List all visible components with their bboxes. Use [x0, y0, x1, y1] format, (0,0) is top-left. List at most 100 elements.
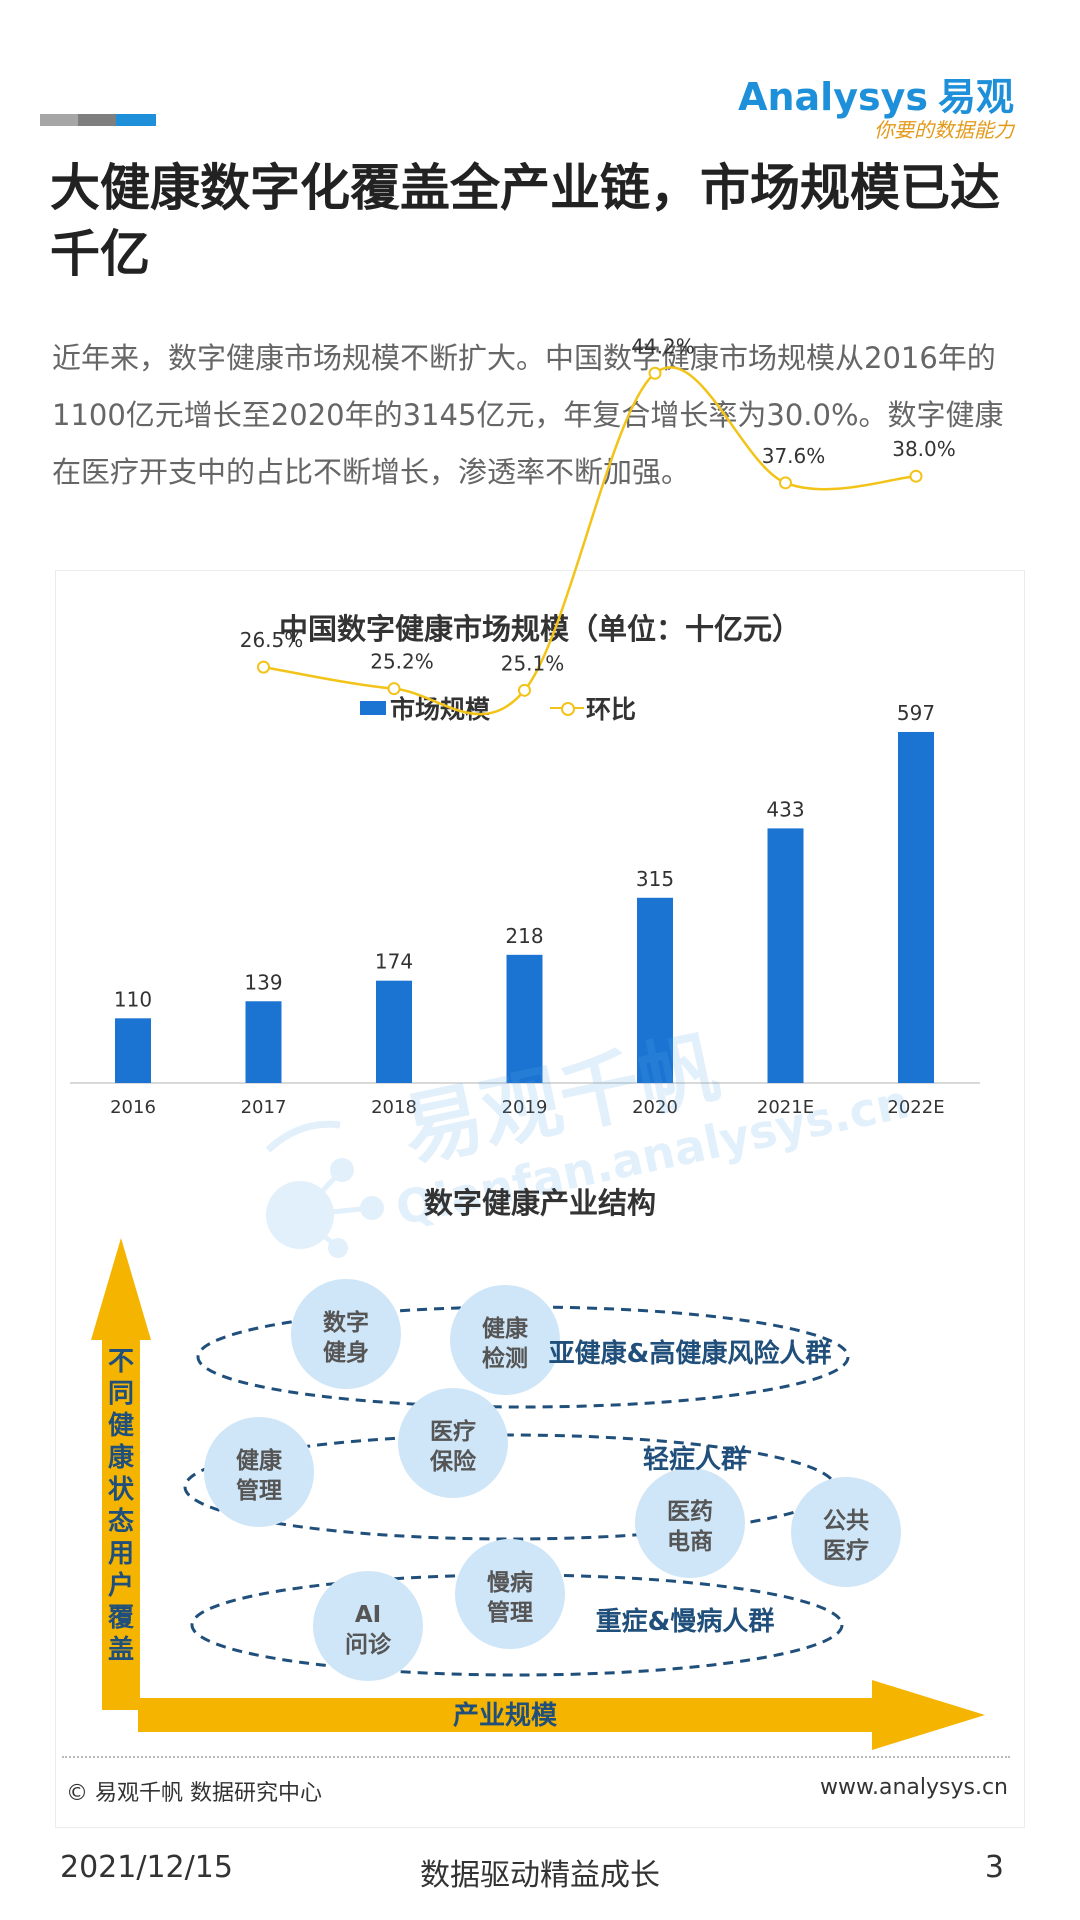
bar — [376, 980, 412, 1083]
group-label-mild: 轻症人群 — [643, 1444, 747, 1475]
structure-node-circle — [291, 1279, 401, 1389]
structure-node-label: 检测 — [482, 1345, 528, 1372]
line-point — [779, 476, 792, 490]
structure-node-label: 健康 — [236, 1447, 283, 1474]
legend-item-bar: 市场规模 — [360, 690, 490, 726]
bar-value-label: 315 — [636, 867, 674, 891]
structure-node-label: 公共 — [823, 1508, 869, 1534]
structure-node-label: 医疗 — [823, 1537, 869, 1564]
report-date: 2021/12/15 — [60, 1850, 233, 1885]
structure-node-label: AI — [355, 1602, 381, 1628]
chart-legend: 市场规模 环比 — [360, 690, 696, 726]
structure-node-circle — [313, 1571, 423, 1681]
structure-node-circle — [450, 1285, 560, 1395]
x-tick-label: 2021E — [757, 1097, 814, 1118]
y-axis-char: 用 — [108, 1539, 134, 1569]
intro-paragraph: 近年来，数字健康市场规模不断扩大。中国数字健康市场规模从2016年的1100亿元… — [52, 341, 1004, 489]
header-accent-bar — [40, 114, 156, 126]
bar — [637, 897, 673, 1083]
line-point — [648, 366, 662, 380]
x-tick-label: 2018 — [371, 1097, 417, 1118]
line-value-label: 38.0% — [892, 437, 956, 461]
structure-node-circle — [455, 1539, 565, 1649]
structure-node-circle — [398, 1388, 508, 1498]
bar-line-chart: 110 2016 139 2017 174 2018 218 2019 315 2020 433 20… — [70, 334, 980, 1118]
y-axis-char: 状 — [108, 1475, 135, 1505]
y-axis-char: 户 — [108, 1570, 134, 1601]
structure-node-label: 医药 — [667, 1499, 713, 1525]
footer-divider — [62, 1756, 1010, 1758]
structure-node-label: 慢病 — [487, 1569, 533, 1596]
legend-label-bar: 市场规模 — [390, 695, 491, 724]
line-point — [387, 682, 401, 696]
bar-value-label: 597 — [897, 701, 935, 725]
structure-node-label: 健康 — [482, 1315, 529, 1342]
chart-title: 中国数字健康市场规模（单位：十亿元） — [278, 612, 801, 646]
legend-label-line: 环比 — [586, 695, 637, 724]
accent-segment-gray-light — [40, 114, 78, 126]
group-label-severe: 重症&慢病人群 — [596, 1606, 775, 1637]
accent-segment-blue — [116, 114, 156, 126]
legend-swatch-line — [550, 698, 585, 718]
structure-node-circle — [204, 1417, 314, 1527]
structure-node-label: 管理 — [487, 1599, 533, 1626]
y-axis-char: 同 — [108, 1379, 134, 1409]
logo-en: Analysys — [738, 75, 928, 119]
x-tick-label: 2020 — [632, 1097, 678, 1118]
accent-segment-gray-dark — [78, 114, 116, 126]
y-axis-char: 盖 — [108, 1634, 134, 1665]
legend-swatch-bar — [360, 701, 386, 715]
x-tick-label: 2016 — [110, 1097, 156, 1118]
bar-value-label: 139 — [244, 970, 282, 994]
x-tick-label: 2017 — [241, 1097, 287, 1118]
structure-node-label: 管理 — [236, 1477, 282, 1504]
bar — [115, 1018, 151, 1083]
bar-value-label: 110 — [114, 987, 152, 1011]
bar-value-label: 433 — [766, 797, 804, 821]
x-tick-label: 2022E — [887, 1097, 944, 1118]
structure-node-label: 健身 — [323, 1339, 369, 1366]
legend-item-line: 环比 — [550, 690, 636, 726]
logo-tagline: 你要的数据能力 — [874, 118, 1014, 142]
line-value-label: 25.2% — [370, 650, 434, 674]
line-value-label: 37.6% — [762, 444, 826, 468]
y-axis-label: 不同健康状态用户覆盖 — [107, 1347, 135, 1665]
structure-node-label: 问诊 — [345, 1631, 392, 1658]
line-point — [518, 683, 531, 697]
logo-cn: 易观 — [937, 75, 1014, 119]
structure-node-label: 保险 — [429, 1448, 477, 1475]
y-axis-char: 健 — [108, 1411, 134, 1441]
y-axis-char: 康 — [108, 1442, 135, 1473]
page-number: 3 — [984, 1850, 1004, 1885]
y-axis-char: 态 — [108, 1506, 134, 1537]
bar-value-label: 174 — [375, 950, 413, 974]
bar — [898, 731, 934, 1083]
copyright-text: © 易观千帆 数据研究中心 — [66, 1781, 322, 1806]
structure-node-label: 医疗 — [430, 1418, 476, 1445]
industry-structure-diagram: 不同健康状态用户覆盖 产业规模 数字健身健康检测医疗保险健康管理医药电商公共医疗… — [91, 1238, 985, 1750]
line-point — [909, 469, 923, 483]
bar-value-label: 218 — [505, 924, 543, 948]
footer-slogan: 数据驱动精益成长 — [420, 1858, 660, 1893]
structure-node-label: 电商 — [667, 1528, 713, 1555]
y-axis-char: 不 — [108, 1347, 134, 1377]
website-link[interactable]: www.analysys.cn — [820, 1775, 1008, 1800]
growth-rate-line — [263, 366, 917, 716]
y-axis-char: 覆 — [107, 1603, 135, 1633]
x-axis-arrow — [138, 1680, 985, 1750]
page-title: 大健康数字化覆盖全产业链，市场规模已达千亿 — [50, 159, 1000, 283]
structure-node-circle — [791, 1477, 901, 1587]
analysys-logo: Analysys 易观 你要的数据能力 — [738, 76, 1014, 142]
x-axis-label: 产业规模 — [453, 1701, 558, 1731]
x-tick-label: 2019 — [502, 1097, 548, 1118]
line-point — [257, 660, 270, 674]
structure-title: 数字健康产业结构 — [423, 1186, 656, 1220]
line-value-label: 44.2% — [631, 334, 695, 358]
line-value-label: 26.5% — [240, 628, 304, 652]
bar — [245, 1001, 282, 1083]
group-label-subhealth: 亚健康&高健康风险人群 — [549, 1338, 832, 1369]
line-value-label: 25.1% — [501, 651, 565, 675]
structure-node-label: 数字 — [323, 1309, 369, 1336]
y-axis-arrow — [91, 1238, 151, 1710]
